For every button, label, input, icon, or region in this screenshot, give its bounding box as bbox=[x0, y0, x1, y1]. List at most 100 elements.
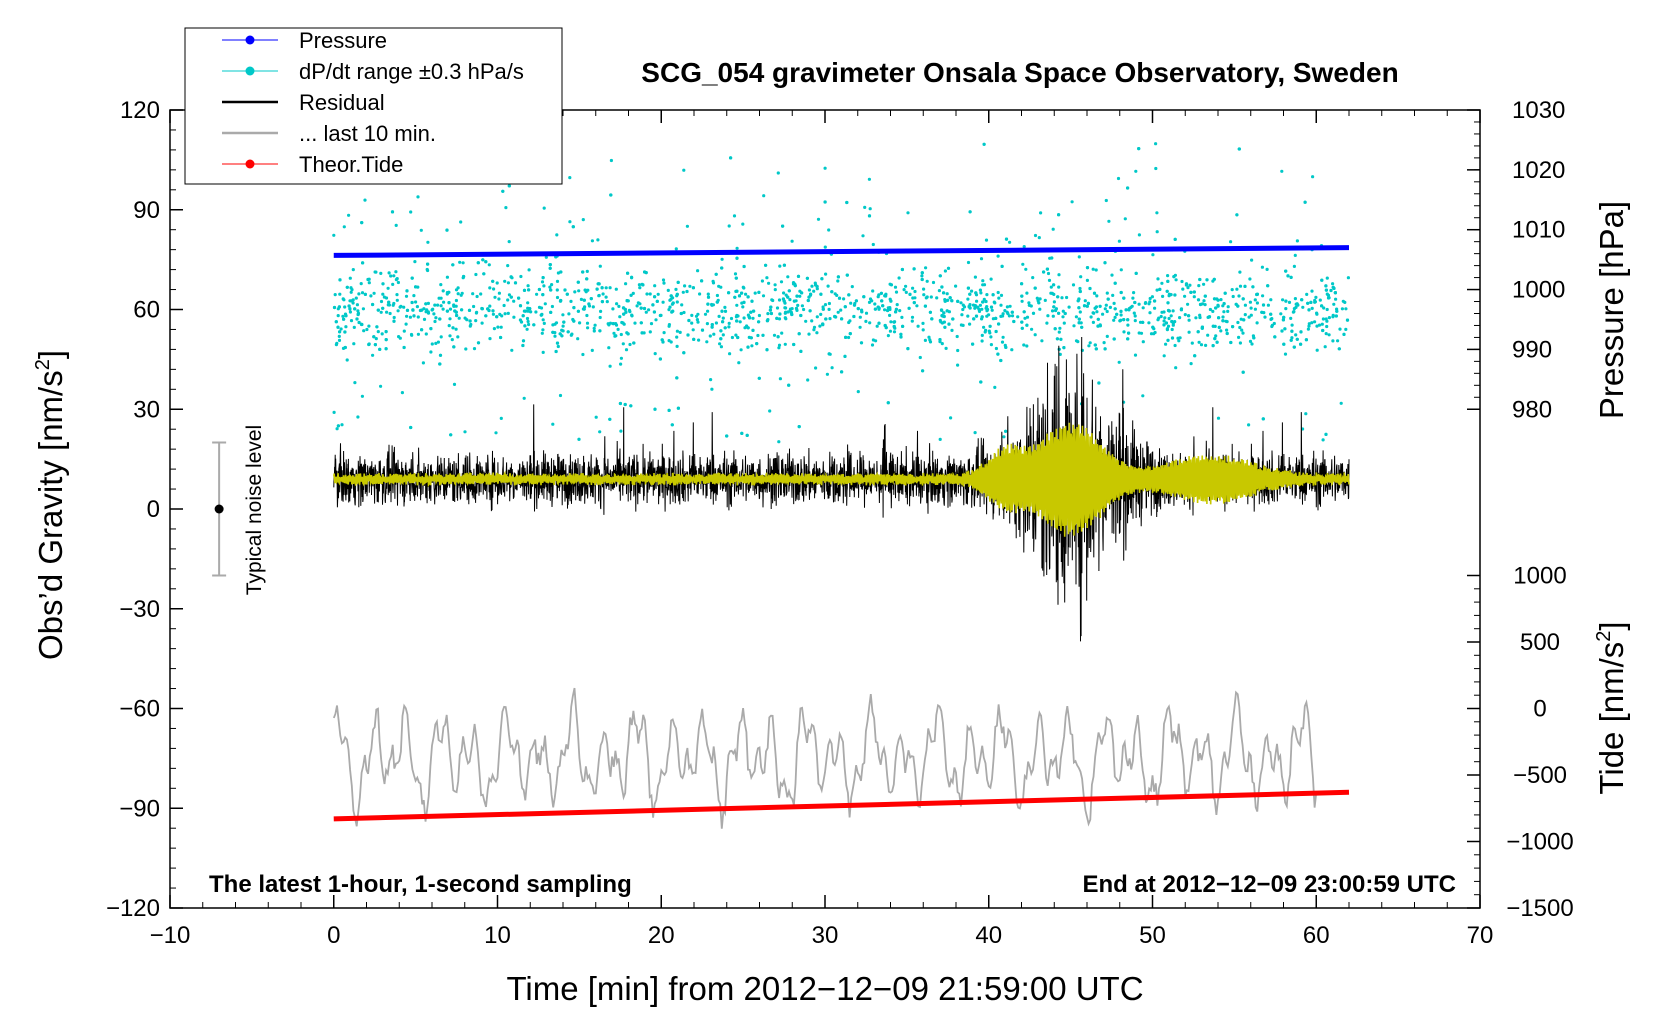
dpdt-point bbox=[424, 310, 428, 314]
dpdt-point bbox=[826, 284, 830, 288]
dpdt-point bbox=[985, 305, 989, 309]
dpdt-point bbox=[1137, 147, 1141, 151]
dpdt-point bbox=[1055, 337, 1059, 341]
dpdt-point bbox=[1117, 360, 1121, 364]
dpdt-point bbox=[548, 266, 552, 270]
dpdt-point bbox=[868, 321, 872, 325]
dpdt-point bbox=[1183, 294, 1187, 298]
dpdt-point bbox=[456, 292, 460, 296]
dpdt-point bbox=[1022, 245, 1026, 249]
dpdt-point bbox=[543, 302, 547, 306]
dpdt-point bbox=[362, 329, 366, 333]
dpdt-point bbox=[1183, 313, 1187, 317]
dpdt-point bbox=[445, 291, 450, 295]
dpdt-point bbox=[1238, 270, 1242, 274]
dpdt-point bbox=[491, 279, 495, 283]
dpdt-point bbox=[1134, 169, 1138, 173]
dpdt-point bbox=[1325, 307, 1329, 312]
dpdt-point bbox=[582, 298, 586, 302]
dpdt-point bbox=[1229, 240, 1233, 244]
dpdt-point bbox=[1320, 304, 1324, 308]
dpdt-point bbox=[1194, 316, 1198, 320]
dpdt-point bbox=[1315, 312, 1319, 316]
dpdt-point bbox=[1065, 295, 1069, 300]
dpdt-point bbox=[751, 316, 755, 320]
dpdt-point bbox=[1269, 298, 1273, 302]
dpdt-point bbox=[1222, 310, 1226, 314]
dpdt-point bbox=[379, 271, 383, 275]
dpdt-point bbox=[925, 295, 929, 299]
dpdt-point bbox=[741, 305, 745, 309]
y-tick-label: −90 bbox=[119, 795, 160, 822]
dpdt-point bbox=[843, 354, 847, 358]
dpdt-point bbox=[956, 348, 960, 353]
dpdt-point bbox=[540, 331, 544, 335]
tide-tick-label: −1500 bbox=[1506, 895, 1573, 922]
dpdt-point bbox=[587, 302, 591, 306]
dpdt-point bbox=[1061, 315, 1065, 319]
dpdt-point bbox=[384, 330, 388, 334]
dpdt-point bbox=[497, 297, 501, 301]
dpdt-point bbox=[686, 333, 690, 337]
y-tick-label: 60 bbox=[133, 297, 160, 324]
x-tick-label: 40 bbox=[975, 922, 1002, 949]
dpdt-point bbox=[1119, 313, 1123, 317]
dpdt-point bbox=[1337, 347, 1341, 351]
dpdt-point bbox=[951, 317, 955, 321]
x-tick-label: 0 bbox=[327, 922, 340, 949]
dpdt-point bbox=[940, 314, 944, 318]
dpdt-point bbox=[535, 292, 539, 296]
dpdt-point bbox=[777, 343, 782, 347]
dpdt-point bbox=[1000, 340, 1005, 344]
dpdt-point bbox=[828, 317, 832, 321]
dpdt-point bbox=[980, 315, 984, 319]
dpdt-point bbox=[1178, 336, 1182, 340]
dpdt-point bbox=[338, 292, 342, 296]
dpdt-point bbox=[1105, 334, 1109, 338]
dpdt-point bbox=[541, 276, 545, 280]
dpdt-point bbox=[717, 284, 721, 288]
dpdt-point bbox=[1321, 328, 1325, 333]
dpdt-point bbox=[626, 332, 630, 336]
dpdt-point bbox=[1314, 295, 1318, 299]
legend-label: ... last 10 min. bbox=[299, 121, 436, 146]
dpdt-point bbox=[367, 342, 371, 347]
dpdt-point bbox=[474, 319, 478, 323]
dpdt-point bbox=[334, 343, 338, 347]
dpdt-point bbox=[1332, 302, 1336, 306]
dpdt-point bbox=[792, 342, 796, 347]
dpdt-point bbox=[517, 296, 521, 300]
dpdt-point bbox=[790, 239, 794, 243]
dpdt-point bbox=[710, 323, 714, 327]
dpdt-point bbox=[629, 293, 633, 297]
dpdt-point bbox=[674, 247, 678, 251]
dpdt-point bbox=[429, 327, 433, 331]
dpdt-point bbox=[572, 319, 576, 323]
dpdt-point bbox=[376, 308, 380, 312]
dpdt-point bbox=[632, 341, 636, 345]
dpdt-point bbox=[1153, 299, 1157, 303]
dpdt-point bbox=[756, 333, 760, 338]
dpdt-point bbox=[601, 292, 605, 296]
dpdt-point bbox=[651, 303, 655, 307]
dpdt-point bbox=[1160, 310, 1164, 314]
dpdt-point bbox=[348, 276, 352, 280]
dpdt-point bbox=[709, 378, 713, 382]
dpdt-point bbox=[1249, 313, 1253, 317]
dpdt-point bbox=[596, 238, 600, 242]
pressure-tick-label: 1010 bbox=[1512, 217, 1565, 244]
dpdt-point bbox=[1119, 309, 1123, 313]
dpdt-point bbox=[409, 210, 413, 214]
dpdt-point bbox=[728, 352, 732, 356]
dpdt-point bbox=[1279, 312, 1283, 316]
tide-axis-title-sup: 2 bbox=[1593, 631, 1615, 642]
dpdt-point bbox=[509, 295, 513, 299]
dpdt-point bbox=[723, 309, 728, 313]
dpdt-point bbox=[415, 305, 419, 309]
dpdt-point bbox=[1321, 438, 1325, 442]
dpdt-point bbox=[918, 355, 922, 360]
dpdt-point bbox=[809, 292, 813, 296]
dpdt-point bbox=[749, 310, 753, 314]
dpdt-point bbox=[1325, 324, 1329, 329]
dpdt-point bbox=[777, 440, 781, 444]
